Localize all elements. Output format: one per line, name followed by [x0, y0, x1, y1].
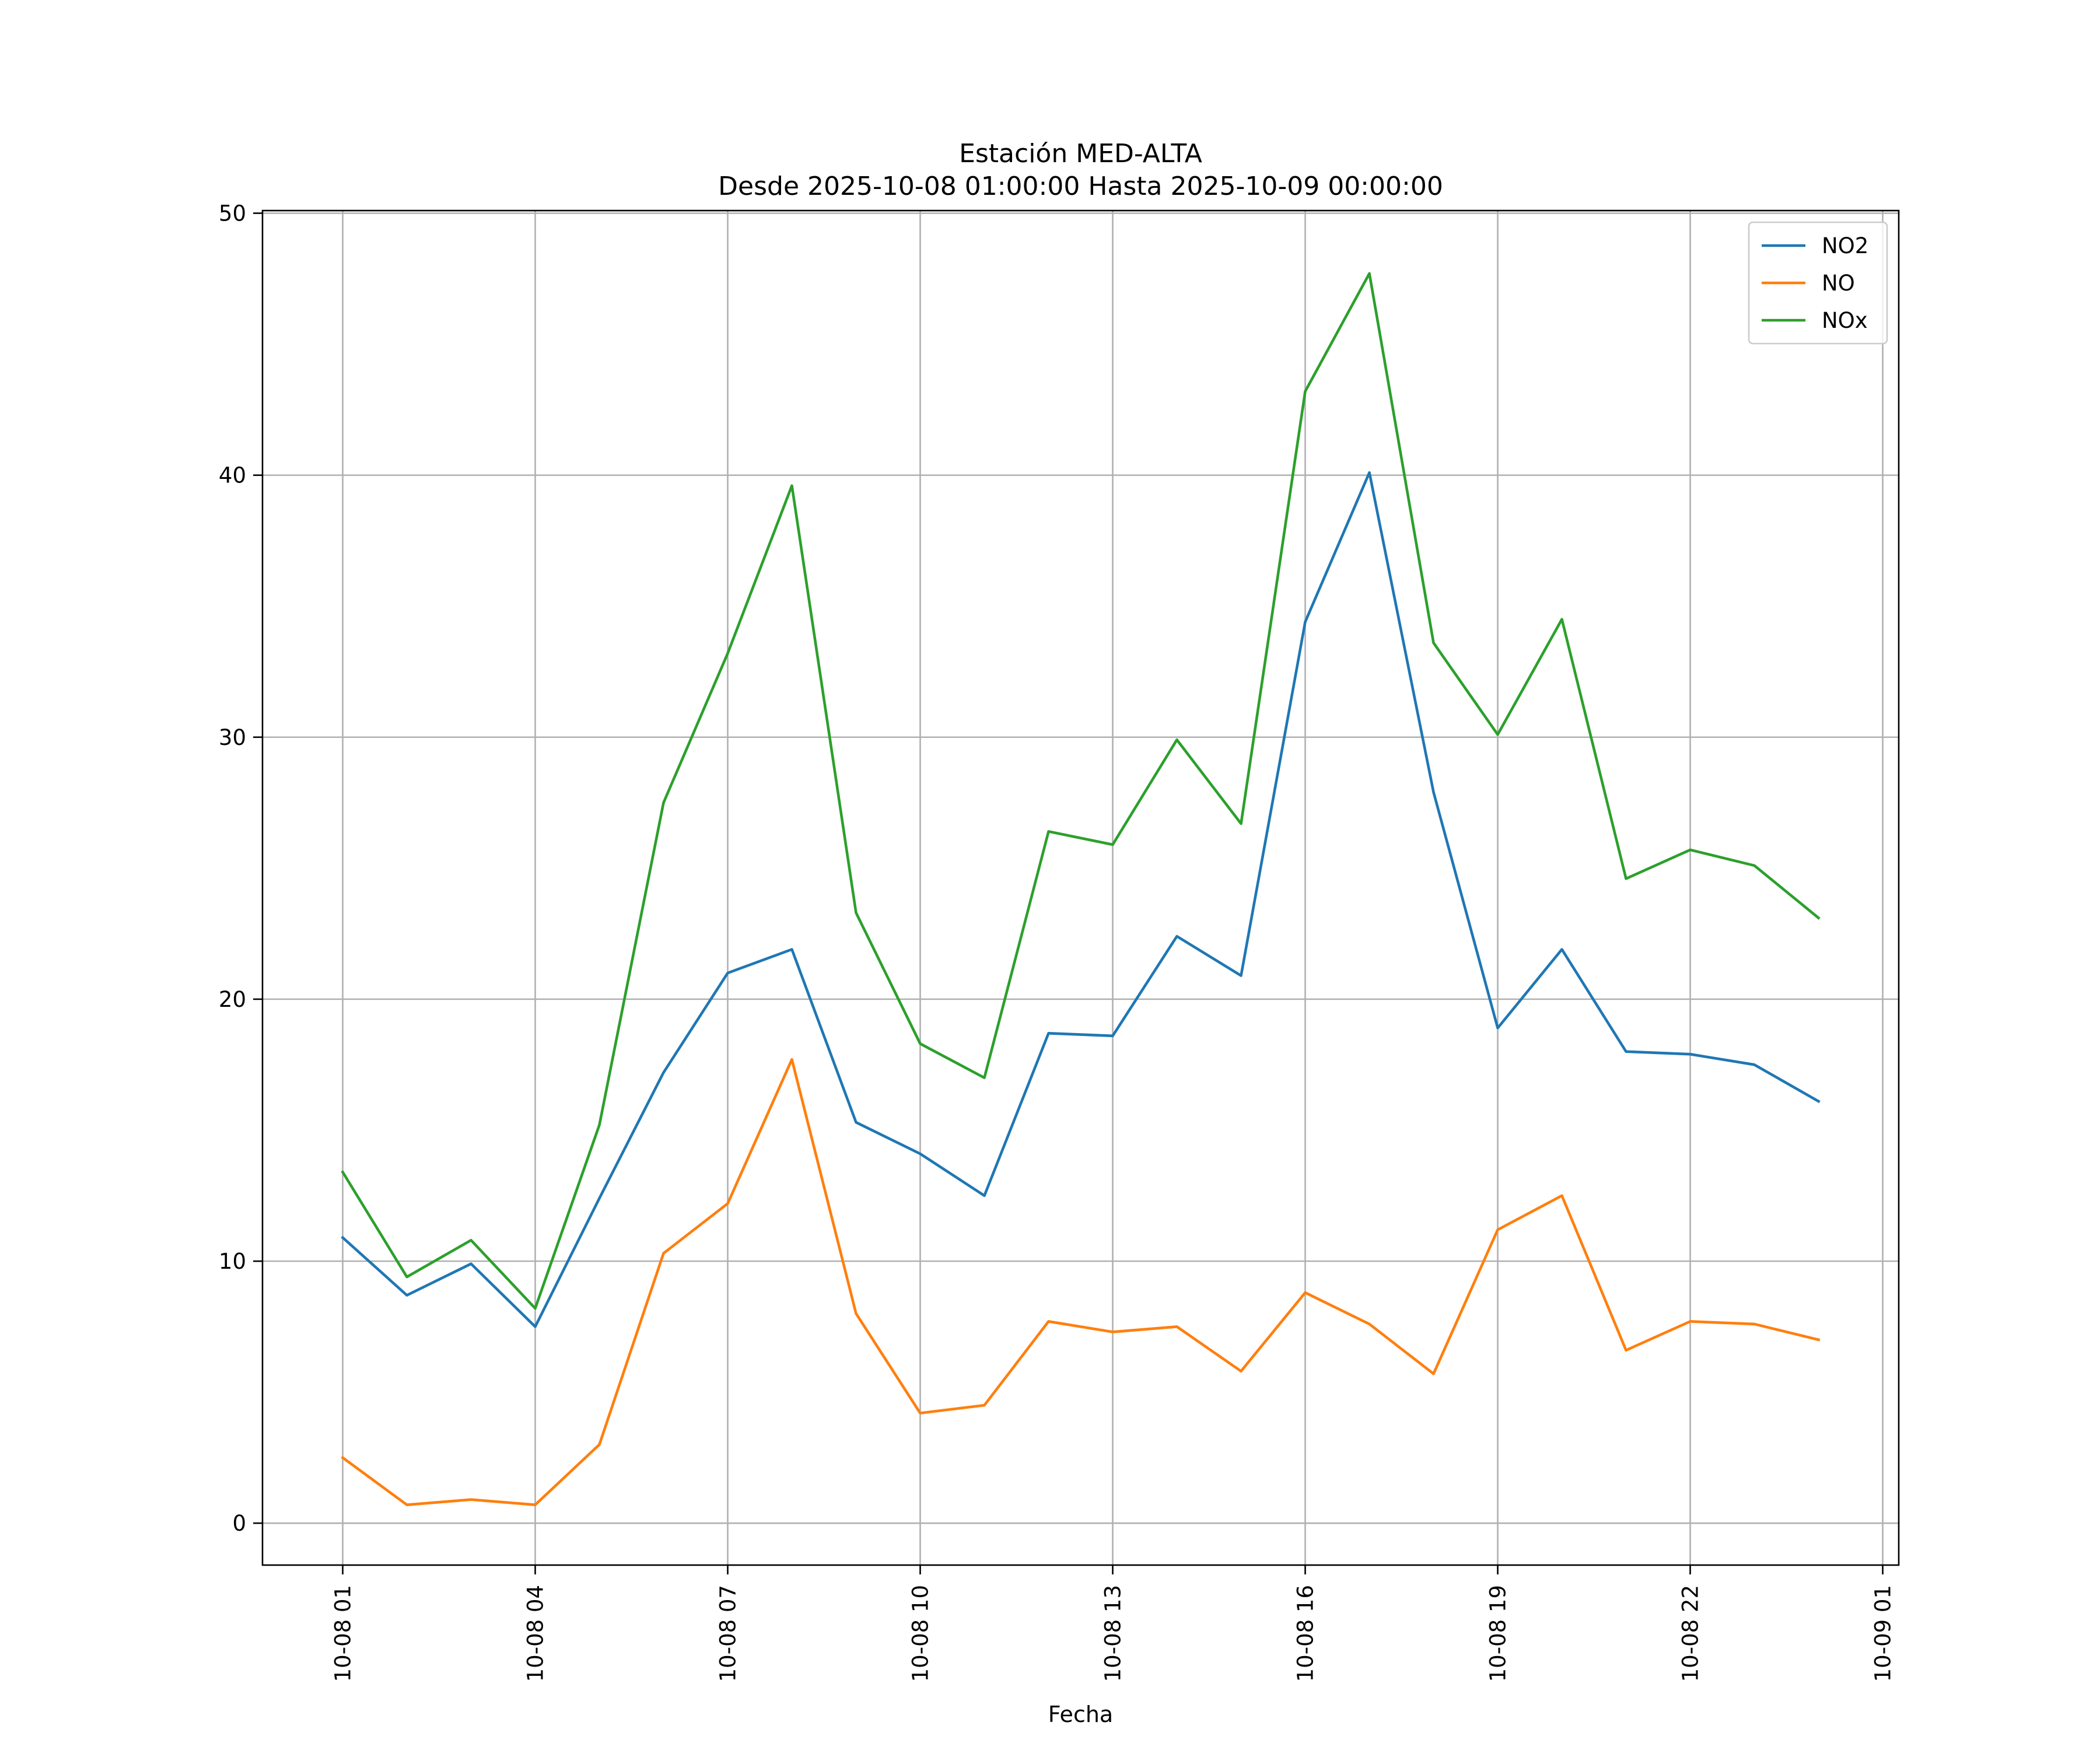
legend-box [1748, 221, 1888, 345]
y-tick-label: 30 [219, 725, 246, 750]
series-line-no2 [341, 471, 1821, 1328]
x-tick-label: 10-08 22 [1678, 1585, 1703, 1682]
legend: NO2 NO NOx [1748, 221, 1888, 345]
chart-subtitle: Desde 2025-10-08 01:00:00 Hasta 2025-10-… [718, 172, 1443, 201]
x-tick-label: 10-09 01 [1871, 1585, 1896, 1682]
grid-layer [262, 211, 1899, 1565]
x-tick-label: 10-08 19 [1486, 1585, 1511, 1682]
series-line-no [341, 1058, 1821, 1506]
legend-label-no2: NO2 [1822, 233, 1868, 258]
x-tick-label: 10-08 04 [523, 1585, 548, 1682]
x-tick-label: 10-08 16 [1293, 1585, 1318, 1682]
legend-label-nox: NOx [1822, 308, 1868, 333]
y-tick-label: 10 [219, 1249, 246, 1274]
plot-frame [261, 209, 1900, 1566]
y-tick-label: 0 [232, 1511, 246, 1536]
y-tick-label: 20 [219, 987, 246, 1012]
legend-label-no: NO [1822, 271, 1855, 296]
series-layer [341, 272, 1821, 1506]
y-axis: 0 10 20 30 40 50 [219, 201, 262, 1536]
y-tick-label: 40 [219, 463, 246, 488]
x-tick-label: 10-08 13 [1101, 1585, 1126, 1682]
chart-title: Estación MED-ALTA [959, 139, 1202, 169]
x-axis: 10-08 01 10-08 04 10-08 07 10-08 10 10-08 13… [331, 1565, 1896, 1682]
y-tick-label: 50 [219, 201, 246, 226]
x-tick-label: 10-08 10 [908, 1585, 933, 1682]
x-tick-label: 10-08 07 [716, 1585, 741, 1682]
x-tick-label: 10-08 01 [331, 1585, 356, 1682]
x-axis-label: Fecha [1048, 1702, 1113, 1727]
series-line-nox [341, 272, 1821, 1310]
